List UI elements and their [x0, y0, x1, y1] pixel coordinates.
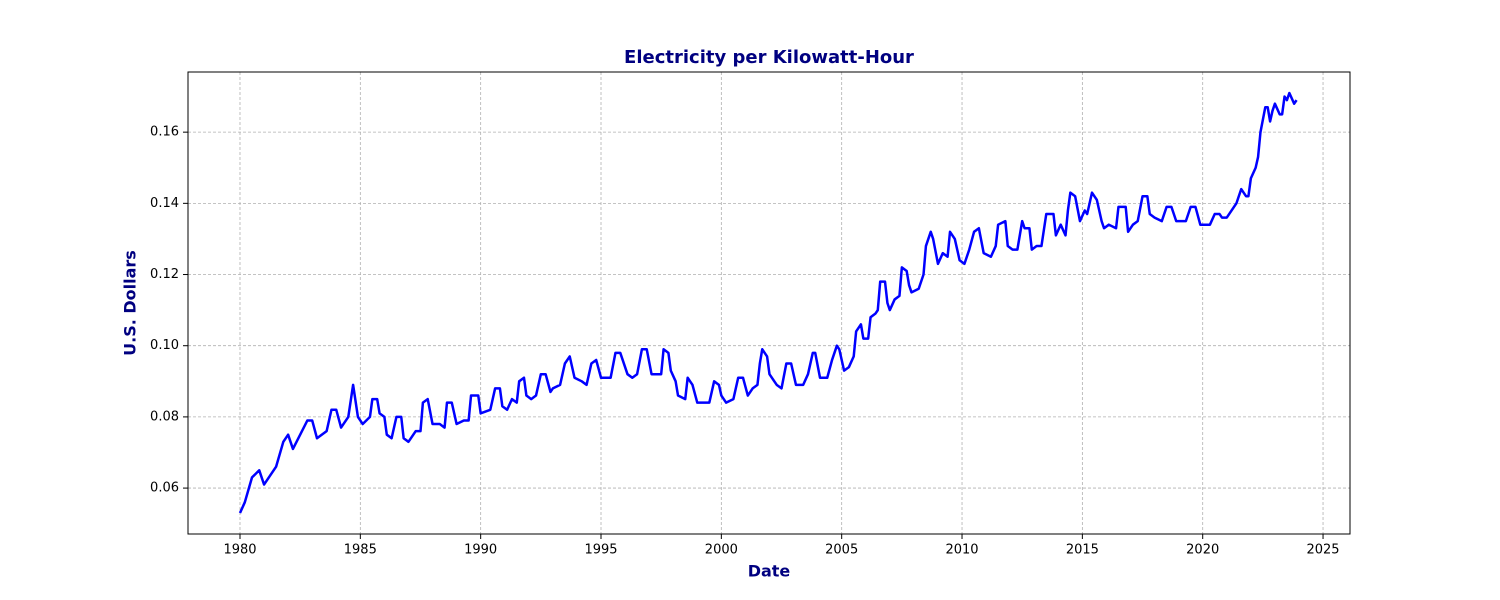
plot-frame — [187, 71, 1351, 535]
data-line — [238, 91, 1298, 514]
y-tick-label: 0.14 — [150, 196, 179, 211]
x-tick-label: 1990 — [464, 543, 497, 558]
y-tick-label: 0.16 — [150, 125, 179, 140]
x-tick-label: 2020 — [1186, 543, 1219, 558]
x-axis-label: Date — [748, 562, 791, 581]
x-tick-label: 2015 — [1066, 543, 1099, 558]
y-axis-label: U.S. Dollars — [121, 250, 140, 356]
x-tick-label: 2010 — [945, 543, 978, 558]
x-tick-label: 1985 — [344, 543, 377, 558]
x-tick-label: 1995 — [584, 543, 617, 558]
y-tick-label: 0.10 — [150, 338, 179, 353]
x-tick-label: 2000 — [705, 543, 738, 558]
x-tick-label: 2005 — [825, 543, 858, 558]
y-tick-label: 0.06 — [150, 481, 179, 496]
x-tick-label: 2025 — [1306, 543, 1339, 558]
x-tick-label: 1980 — [223, 543, 256, 558]
y-tick-label: 0.08 — [150, 409, 179, 424]
chart-title: Electricity per Kilowatt-Hour — [624, 47, 914, 68]
y-tick-label: 0.12 — [150, 267, 179, 282]
